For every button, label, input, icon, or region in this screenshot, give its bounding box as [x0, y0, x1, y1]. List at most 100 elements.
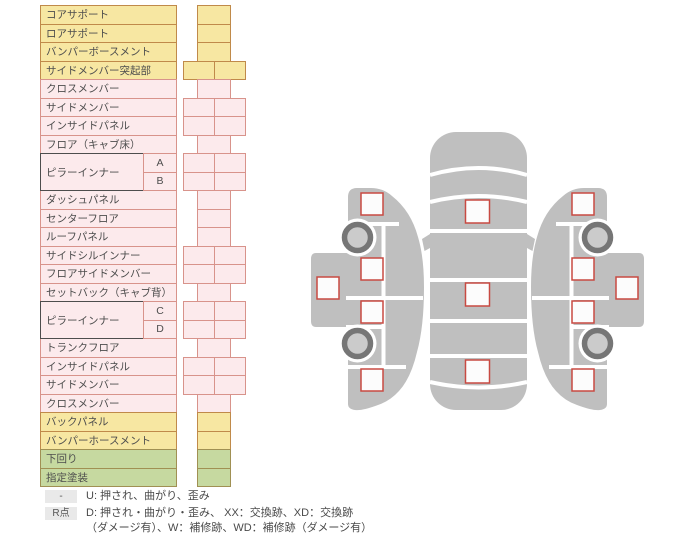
damage-marker-right-3[interactable] [571, 300, 595, 324]
part-sub-label: B [143, 171, 177, 191]
damage-code-cell[interactable] [197, 227, 231, 247]
part-label: ロアサポート [40, 23, 177, 43]
part-label: フロア（キャブ床） [40, 134, 177, 154]
part-label: インサイドパネル [40, 356, 177, 376]
damage-code-cell[interactable] [183, 153, 215, 173]
damage-cell-row [183, 208, 246, 228]
damage-code-cell[interactable] [214, 356, 246, 376]
part-label: ルーフパネル [40, 227, 177, 247]
damage-code-cell[interactable] [183, 356, 215, 376]
damage-code-cell[interactable] [183, 60, 215, 80]
damage-marker-center-roof[interactable] [464, 282, 491, 307]
damage-cell-row [183, 227, 246, 247]
part-label: トランクフロア [40, 338, 177, 358]
damage-marker-left-3[interactable] [360, 300, 384, 324]
part-label: サイドシルインナー [40, 245, 177, 265]
damage-code-cell[interactable] [214, 301, 246, 321]
part-label: センターフロア [40, 208, 177, 228]
part-label: ダッシュパネル [40, 190, 177, 210]
damage-cell-row [183, 301, 246, 321]
damage-marker-left-2[interactable] [360, 257, 384, 281]
damage-code-cell[interactable] [214, 116, 246, 136]
damage-cell-row [183, 467, 246, 487]
damage-code-cell[interactable] [197, 190, 231, 210]
damage-cell-row [183, 60, 246, 80]
damage-code-cell[interactable] [197, 282, 231, 302]
right-mirror [527, 234, 535, 251]
damage-code-cell[interactable] [214, 319, 246, 339]
damage-code-cell[interactable] [214, 153, 246, 173]
damage-cell-grid [183, 5, 246, 487]
damage-cell-row [183, 190, 246, 210]
legend-text-rpoint-line1: D: 押され・曲がり・歪み、 XX：交換跡、XD：交換跡 [86, 507, 354, 519]
damage-marker-right-4[interactable] [571, 368, 595, 392]
damage-code-cell[interactable] [183, 264, 215, 284]
damage-code-cell[interactable] [183, 171, 215, 191]
damage-code-cell[interactable] [197, 5, 231, 25]
damage-code-cell[interactable] [197, 412, 231, 432]
damage-code-cell[interactable] [197, 79, 231, 99]
damage-code-cell[interactable] [183, 97, 215, 117]
car-diagram [300, 132, 692, 418]
damage-code-cell[interactable] [183, 245, 215, 265]
damage-cell-row [183, 42, 246, 62]
part-label: サイドメンバー [40, 375, 177, 395]
damage-code-cell[interactable] [214, 375, 246, 395]
damage-marker-left-1[interactable] [360, 192, 384, 216]
damage-cell-row [183, 264, 246, 284]
damage-marker-center-hood[interactable] [464, 199, 491, 224]
damage-code-cell[interactable] [197, 134, 231, 154]
damage-cell-row [183, 319, 246, 339]
part-label: 指定塗装 [40, 467, 177, 487]
damage-code-cell[interactable] [214, 264, 246, 284]
damage-code-cell[interactable] [214, 245, 246, 265]
part-label: バックパネル [40, 412, 177, 432]
part-label: サイドメンバー突起部 [40, 60, 177, 80]
damage-marker-right-bumper[interactable] [615, 276, 639, 300]
damage-cell-row [183, 245, 246, 265]
damage-code-cell[interactable] [197, 449, 231, 469]
damage-code-cell[interactable] [197, 208, 231, 228]
parts-table: コアサポート ロアサポート バンパーボースメント サイドメンバー突起部 クロスメンバーサ… [40, 5, 177, 487]
legend-badge-rpoint: R点 [45, 507, 77, 520]
damage-code-cell[interactable] [214, 60, 246, 80]
damage-cell-row [183, 23, 246, 43]
damage-code-cell[interactable] [214, 97, 246, 117]
damage-marker-left-4[interactable] [360, 368, 384, 392]
part-label: クロスメンバー [40, 393, 177, 413]
damage-code-cell[interactable] [197, 338, 231, 358]
part-label: クロスメンバー [40, 79, 177, 99]
damage-code-cell[interactable] [197, 23, 231, 43]
part-label: サイドメンバー [40, 97, 177, 117]
damage-cell-row [183, 5, 246, 25]
damage-marker-center-trunk[interactable] [464, 359, 491, 384]
legend-badge-minus: - [45, 490, 77, 503]
part-sub-label: D [143, 319, 177, 339]
damage-code-cell[interactable] [183, 116, 215, 136]
damage-code-cell[interactable] [183, 375, 215, 395]
damage-marker-right-2[interactable] [571, 257, 595, 281]
damage-marker-right-1[interactable] [571, 192, 595, 216]
damage-marker-left-bumper[interactable] [316, 276, 340, 300]
damage-code-cell[interactable] [197, 393, 231, 413]
damage-code-cell[interactable] [214, 171, 246, 191]
part-label: バンパーボースメント [40, 42, 177, 62]
part-label: コアサポート [40, 5, 177, 25]
part-row-group: ピラーインナー A B [40, 153, 177, 191]
damage-code-cell[interactable] [183, 319, 215, 339]
damage-cell-row [183, 171, 246, 191]
damage-cell-row [183, 393, 246, 413]
legend-row-u: - U: 押され、曲がり、歪み [45, 489, 372, 504]
part-label: 下回り [40, 449, 177, 469]
damage-code-cell[interactable] [197, 42, 231, 62]
part-label: ピラーインナー [40, 301, 144, 339]
damage-cell-row [183, 375, 246, 395]
damage-cell-row [183, 97, 246, 117]
damage-code-cell[interactable] [183, 301, 215, 321]
damage-code-cell[interactable] [197, 430, 231, 450]
damage-cell-row [183, 282, 246, 302]
damage-cell-row [183, 338, 246, 358]
damage-code-cell[interactable] [197, 467, 231, 487]
left-mirror [422, 234, 430, 251]
damage-cell-row [183, 430, 246, 450]
